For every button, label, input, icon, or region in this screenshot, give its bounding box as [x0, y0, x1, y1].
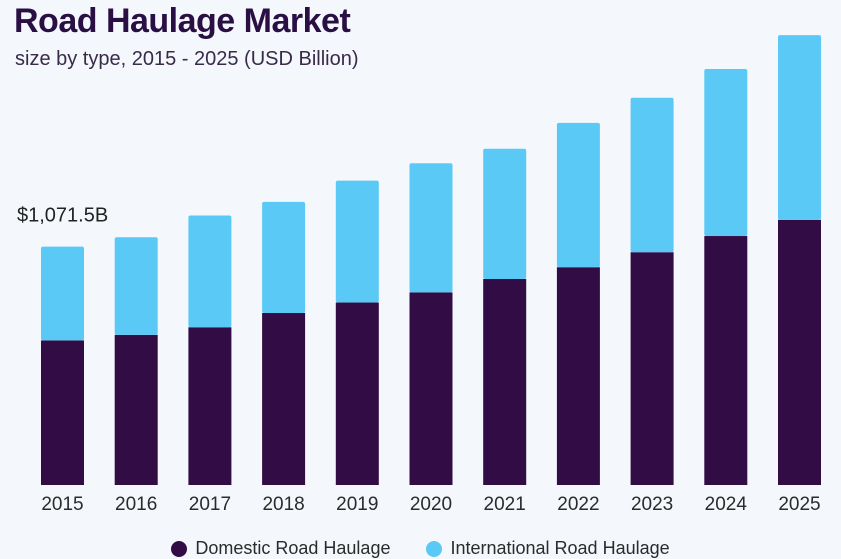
bar-domestic-2016 — [114, 334, 158, 485]
x-tick-label-2018: 2018 — [262, 494, 304, 515]
bar-international-2023 — [630, 97, 674, 253]
bar-international-2020 — [409, 163, 453, 293]
bar-domestic-2025 — [778, 219, 821, 485]
x-tick-label-2025: 2025 — [778, 494, 820, 515]
bar-international-2022 — [556, 122, 600, 268]
bar-domestic-2022 — [556, 267, 600, 485]
legend-swatch-domestic — [171, 540, 188, 557]
x-tick-label-2015: 2015 — [41, 494, 83, 515]
legend-label-international: International Road Haulage — [450, 538, 670, 558]
bar-international-2018 — [262, 201, 306, 313]
bar-domestic-2020 — [409, 292, 453, 485]
bars-group — [41, 35, 821, 485]
bar-international-2025 — [778, 35, 821, 220]
x-tick-label-2024: 2024 — [705, 494, 748, 515]
bar-domestic-2023 — [630, 252, 674, 485]
bar-domestic-2021 — [483, 278, 527, 485]
x-tick-label-2020: 2020 — [410, 494, 452, 515]
bar-domestic-2015 — [41, 340, 84, 485]
bar-international-2021 — [483, 148, 527, 279]
x-tick-label-2021: 2021 — [484, 494, 526, 515]
legend-swatch-international — [426, 540, 443, 557]
x-tick-label-2016: 2016 — [115, 494, 157, 515]
legend-item-domestic: Domestic Road Haulage — [171, 538, 390, 559]
bar-domestic-2024 — [704, 236, 748, 485]
stacked-bar-chart: 2015 2016 2017 2018 2019 2020 2021 2022 2023 2024… — [17, 35, 821, 515]
x-axis-ticks: 2015 2016 2017 2018 2019 2020 2021 2022 2023 2024… — [41, 494, 820, 515]
bar-domestic-2019 — [335, 302, 379, 485]
bar-international-2024 — [704, 69, 748, 237]
bar-international-2016 — [114, 237, 158, 335]
bar-international-2019 — [335, 180, 379, 303]
x-tick-label-2017: 2017 — [189, 494, 231, 515]
chart-subtitle: size by type, 2015 - 2025 (USD Billion) — [15, 48, 359, 70]
x-tick-label-2019: 2019 — [336, 494, 378, 515]
x-tick-label-2023: 2023 — [631, 494, 673, 515]
legend: Domestic Road Haulage International Road… — [0, 538, 841, 559]
x-tick-label-2022: 2022 — [557, 494, 599, 515]
legend-label-domestic: Domestic Road Haulage — [195, 538, 391, 558]
bar-domestic-2018 — [262, 312, 306, 485]
legend-item-international: International Road Haulage — [426, 538, 670, 559]
chart-title: Road Haulage Market — [14, 2, 351, 40]
bar-international-2015 — [41, 246, 84, 341]
annotation-label: $1,071.5B — [17, 205, 108, 227]
bar-domestic-2017 — [188, 327, 232, 485]
bar-international-2017 — [188, 215, 232, 328]
